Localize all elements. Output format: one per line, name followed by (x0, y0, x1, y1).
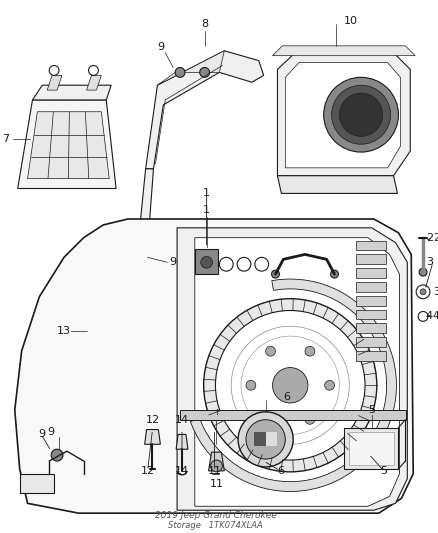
Text: 10: 10 (344, 16, 358, 26)
Text: 2: 2 (433, 233, 438, 243)
Polygon shape (277, 176, 397, 193)
Polygon shape (356, 310, 386, 319)
Circle shape (272, 270, 279, 278)
Polygon shape (138, 249, 153, 260)
Circle shape (305, 415, 315, 424)
Text: 13: 13 (57, 326, 71, 336)
Polygon shape (47, 75, 62, 90)
Polygon shape (285, 62, 400, 168)
Polygon shape (356, 337, 386, 347)
Text: 7: 7 (2, 134, 10, 144)
Text: 2: 2 (426, 233, 433, 243)
Text: Storage   1TK074XLAA: Storage 1TK074XLAA (168, 521, 263, 530)
Polygon shape (20, 474, 54, 494)
Circle shape (238, 412, 293, 467)
Polygon shape (356, 268, 386, 278)
Text: 11: 11 (209, 479, 223, 489)
Text: 5: 5 (380, 466, 387, 476)
Polygon shape (208, 452, 224, 471)
Polygon shape (180, 410, 406, 419)
Text: 11: 11 (208, 466, 222, 476)
Circle shape (332, 85, 391, 144)
Polygon shape (344, 427, 399, 469)
Polygon shape (356, 351, 386, 361)
Circle shape (215, 311, 365, 460)
Polygon shape (195, 249, 219, 274)
Polygon shape (254, 432, 265, 446)
Polygon shape (265, 432, 277, 446)
Polygon shape (356, 240, 386, 251)
Text: 4: 4 (426, 311, 433, 321)
Circle shape (420, 289, 426, 295)
Polygon shape (195, 238, 399, 506)
Text: 4: 4 (433, 311, 438, 321)
Text: 9: 9 (170, 257, 177, 267)
Circle shape (325, 381, 335, 390)
Polygon shape (177, 228, 407, 510)
Circle shape (200, 68, 209, 77)
Polygon shape (176, 434, 188, 449)
Polygon shape (277, 53, 410, 176)
Text: 6: 6 (277, 466, 284, 476)
Circle shape (211, 460, 223, 472)
Circle shape (419, 268, 427, 276)
Text: 2019 Jeep Grand Cherokee: 2019 Jeep Grand Cherokee (155, 511, 276, 520)
Circle shape (272, 368, 308, 403)
Circle shape (331, 270, 339, 278)
Polygon shape (349, 432, 394, 465)
Polygon shape (28, 112, 109, 179)
Polygon shape (32, 85, 111, 100)
Text: 1: 1 (203, 205, 210, 215)
Text: 9: 9 (48, 426, 55, 437)
Circle shape (175, 68, 185, 77)
Polygon shape (356, 324, 386, 333)
Text: 14: 14 (175, 415, 189, 425)
Polygon shape (87, 75, 101, 90)
Text: 3: 3 (426, 257, 433, 267)
Circle shape (339, 93, 383, 136)
Polygon shape (18, 100, 116, 189)
Circle shape (51, 449, 63, 461)
Polygon shape (145, 430, 160, 445)
Text: 3: 3 (433, 287, 438, 297)
Circle shape (246, 381, 256, 390)
Circle shape (201, 256, 212, 268)
Circle shape (305, 346, 315, 356)
Circle shape (324, 77, 399, 152)
Circle shape (265, 346, 276, 356)
Text: 9: 9 (157, 42, 164, 52)
Text: 6: 6 (283, 392, 290, 402)
Text: 12: 12 (141, 466, 155, 476)
Text: 8: 8 (201, 19, 208, 29)
Polygon shape (272, 46, 415, 55)
Polygon shape (356, 254, 386, 264)
Text: 5: 5 (368, 405, 375, 415)
Polygon shape (145, 51, 264, 169)
Text: 14: 14 (175, 466, 189, 476)
Polygon shape (138, 169, 153, 247)
Text: 1: 1 (203, 189, 210, 198)
Circle shape (204, 298, 377, 472)
Text: ↑: ↑ (213, 408, 220, 417)
Polygon shape (157, 51, 224, 85)
Polygon shape (191, 279, 396, 491)
Polygon shape (356, 296, 386, 305)
Text: 12: 12 (145, 415, 159, 425)
Circle shape (141, 260, 149, 268)
Circle shape (246, 419, 285, 459)
Text: 9: 9 (38, 430, 45, 440)
Circle shape (265, 415, 276, 424)
Polygon shape (15, 219, 413, 513)
Polygon shape (356, 282, 386, 292)
